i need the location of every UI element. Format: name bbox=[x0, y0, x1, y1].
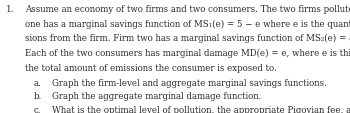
Text: a.: a. bbox=[33, 78, 41, 87]
Text: Graph the aggregate marginal damage function.: Graph the aggregate marginal damage func… bbox=[52, 92, 262, 100]
Text: one has a marginal savings function of MS₁(e) = 5 − e where e is the quantity of: one has a marginal savings function of M… bbox=[25, 19, 350, 28]
Text: What is the optimal level of pollution, the appropriate Pigovian fee, and emis-: What is the optimal level of pollution, … bbox=[52, 105, 350, 113]
Text: Graph the firm-level and aggregate marginal savings functions.: Graph the firm-level and aggregate margi… bbox=[52, 78, 327, 87]
Text: the total amount of emissions the consumer is exposed to.: the total amount of emissions the consum… bbox=[25, 63, 277, 72]
Text: 1.: 1. bbox=[6, 5, 15, 13]
Text: c.: c. bbox=[33, 105, 41, 113]
Text: Each of the two consumers has marginal damage MD(e) = e, where e is this case is: Each of the two consumers has marginal d… bbox=[25, 49, 350, 58]
Text: b.: b. bbox=[33, 92, 42, 100]
Text: Assume an economy of two firms and two consumers. The two firms pollute. Firm: Assume an economy of two firms and two c… bbox=[25, 5, 350, 13]
Text: sions from the firm. Firm two has a marginal savings function of MS₂(e) = 8 − 2e: sions from the firm. Firm two has a marg… bbox=[25, 34, 350, 43]
